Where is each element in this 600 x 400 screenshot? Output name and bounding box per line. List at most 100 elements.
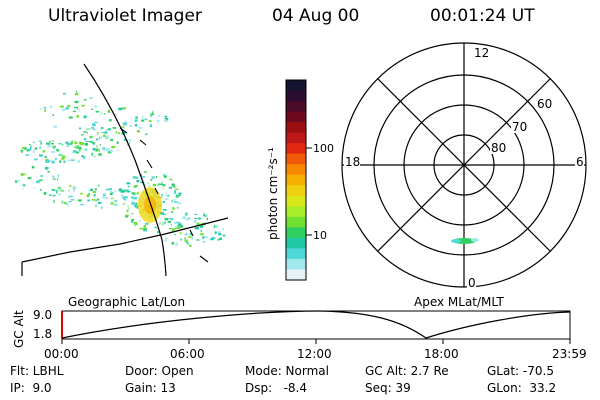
emission-speckle — [166, 194, 170, 197]
emission-speckle — [120, 126, 125, 128]
emission-speckle — [184, 234, 187, 236]
emission-speckle — [86, 131, 88, 134]
emission-speckle — [136, 180, 140, 183]
emission-speckle — [52, 114, 54, 116]
time-tick-label: 23:59 — [552, 347, 587, 361]
colorbar-segment — [286, 227, 306, 239]
emission-speckle — [189, 233, 193, 236]
emission-speckle — [21, 173, 26, 176]
emission-speckle — [109, 193, 113, 196]
emission-speckle — [61, 108, 66, 111]
colorbar-segment — [286, 185, 306, 197]
emission-speckle — [91, 108, 94, 110]
emission-speckle — [92, 155, 96, 157]
emission-speckle — [44, 155, 47, 158]
label-bg — [490, 141, 506, 154]
footer-glon: GLon: 33.2 — [487, 381, 557, 395]
emission-speckle — [118, 132, 121, 134]
emission-speckle — [171, 183, 175, 185]
emission-speckle — [71, 152, 74, 154]
emission-speckle — [78, 149, 81, 152]
emission-speckle — [52, 195, 56, 197]
emission-speckle — [48, 194, 52, 196]
emission-speckle — [36, 180, 40, 184]
emission-speckle — [44, 156, 47, 158]
emission-speckle — [76, 90, 78, 93]
emission-speckle — [152, 111, 154, 114]
emission-speckle — [151, 176, 155, 179]
emission-speckle — [201, 235, 203, 237]
emission-speckle — [162, 209, 167, 211]
emission-speckle — [95, 206, 97, 208]
polar-emission — [451, 238, 479, 244]
emission-speckle — [175, 225, 179, 229]
label-bg — [536, 97, 552, 110]
emission-speckle — [108, 119, 112, 121]
emission-speckle — [69, 195, 73, 197]
emission-speckle — [42, 150, 46, 153]
emission-speckle — [178, 222, 181, 224]
emission-speckle — [50, 142, 54, 145]
emission-speckle — [127, 207, 130, 210]
time-tick-label: 12:00 — [297, 347, 332, 361]
emission-speckle — [198, 217, 201, 220]
emission-speckle — [43, 107, 47, 109]
emission-speckle — [27, 177, 32, 180]
emission-speckle — [125, 189, 129, 192]
emission-speckle — [128, 139, 132, 141]
emission-speckle — [74, 100, 79, 104]
emission-speckle — [69, 185, 72, 188]
emission-speckle — [92, 142, 95, 144]
emission-speckle — [77, 160, 80, 163]
emission-speckle — [98, 136, 100, 140]
polar-emission-edge — [451, 239, 461, 243]
emission-speckle — [169, 178, 173, 181]
emission-speckle — [104, 134, 106, 136]
emission-speckle — [173, 186, 177, 188]
emission-speckle — [89, 141, 93, 143]
emission-speckle — [194, 213, 197, 215]
emission-speckle — [133, 204, 137, 208]
emission-speckle — [99, 144, 101, 146]
emission-speckle — [191, 236, 193, 240]
emission-speckle — [61, 158, 65, 160]
emission-speckle — [68, 195, 70, 199]
mlt-label-18: 18 — [345, 155, 360, 169]
emission-speckle — [73, 146, 75, 148]
emission-speckle — [168, 186, 172, 189]
emission-speckle — [114, 189, 117, 192]
emission-speckle — [180, 238, 182, 241]
emission-speckle — [105, 136, 109, 140]
emission-speckle — [93, 128, 96, 130]
emission-speckle — [203, 213, 206, 217]
emission-speckle — [77, 199, 82, 202]
emission-speckle — [210, 238, 214, 241]
colorbar-tick-label: 100 — [313, 142, 334, 155]
emission-speckle — [34, 147, 38, 150]
emission-speckle — [159, 222, 161, 225]
emission-speckle — [134, 119, 138, 122]
emission-speckle — [108, 109, 110, 112]
footer-filter: Flt: LBHL — [10, 364, 64, 378]
emission-speckle — [91, 127, 94, 129]
emission-speckle — [86, 194, 90, 198]
polar-emission-edge — [471, 238, 479, 242]
emission-speckle — [88, 193, 90, 196]
emission-speckle — [98, 184, 100, 187]
emission-speckle — [103, 149, 105, 151]
emission-speckle — [222, 234, 226, 237]
emission-speckle — [159, 196, 163, 198]
emission-speckle — [132, 192, 135, 195]
emission-speckle — [117, 150, 119, 151]
emission-speckle — [107, 128, 112, 130]
emission-speckle — [49, 140, 51, 144]
emission-speckle — [139, 220, 142, 222]
emission-speckle — [101, 206, 103, 209]
emission-speckle — [78, 109, 80, 112]
label-bg — [511, 120, 527, 133]
emission-speckle — [24, 147, 27, 150]
emission-speckle — [77, 145, 79, 148]
emission-speckle — [187, 236, 192, 238]
colorbar-segment — [286, 206, 306, 218]
emission-speckle — [94, 104, 97, 108]
